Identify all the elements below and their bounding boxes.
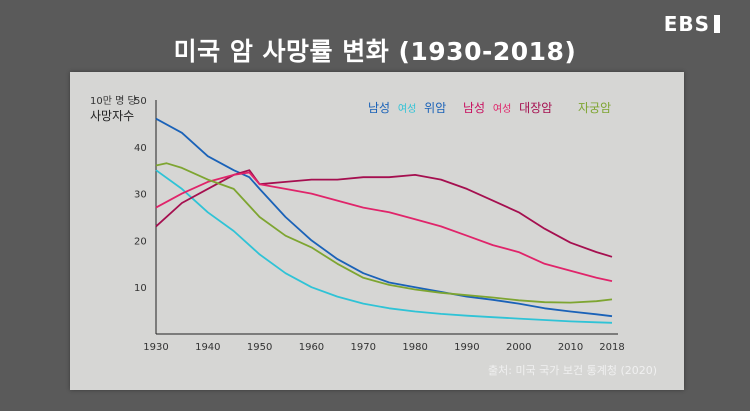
legend-word: 대장암: [519, 101, 552, 115]
series-line-colorectal-female: [155, 171, 613, 282]
series-line-colorectal-male: [155, 169, 613, 258]
x-tick-label: 1950: [247, 342, 272, 353]
y-tick-label: 10: [134, 283, 147, 294]
series-line-stomach-female: [155, 169, 613, 324]
legend-word: 남성: [463, 101, 485, 115]
y-axis-label-top: 10만 명 당: [90, 95, 137, 107]
legend-word: 위암: [424, 101, 446, 115]
x-tick-label: 2000: [506, 342, 531, 353]
x-tick-label: 1970: [351, 342, 376, 353]
x-tick-label: 1940: [195, 342, 220, 353]
legend-cervical: 자궁암: [578, 101, 611, 115]
x-tick-label: 1990: [454, 342, 479, 353]
y-tick-label: 50: [134, 96, 147, 107]
x-tick-label: 2018: [599, 342, 624, 353]
series-line-cervical: [155, 162, 613, 304]
x-tick-label: 1960: [299, 342, 324, 353]
x-tick-label: 1980: [402, 342, 427, 353]
y-axis-label: 사망자수: [90, 109, 134, 123]
x-tick-label: 1930: [143, 342, 168, 353]
chart-paper: 10만 명 당 사망자수 10 20 30 40 50 1930 1940 1950 1960…: [70, 72, 684, 390]
y-tick-label: 20: [134, 236, 147, 247]
legend-word: 남성: [368, 101, 390, 115]
legend-word: 여성: [398, 103, 416, 115]
ebs-logo: EBS: [664, 12, 720, 36]
x-tick-label: 2010: [558, 342, 583, 353]
legend-word: 여성: [493, 103, 511, 115]
legend-stomach: 남성 여성 위암: [368, 101, 446, 115]
line-chart: 10만 명 당 사망자수 10 20 30 40 50 1930 1940 1950 1960…: [90, 95, 625, 353]
y-tick-label: 40: [134, 143, 147, 154]
legend-colorectal: 남성 여성 대장암: [463, 101, 552, 115]
source-note: 출처: 미국 국가 보건 통계청 (2020): [488, 364, 658, 377]
page-title: 미국 암 사망률 변화 (1930-2018): [173, 37, 577, 66]
legend-word: 자궁암: [578, 101, 611, 115]
series-line-stomach-male: [155, 117, 613, 318]
y-tick-label: 30: [134, 190, 147, 201]
